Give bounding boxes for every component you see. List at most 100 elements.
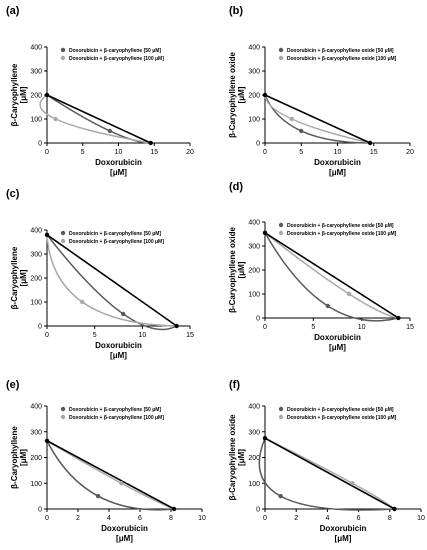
y-axis-title: β-Caryophyllene oxide bbox=[228, 52, 237, 138]
x-tick-label: 0 bbox=[263, 324, 267, 331]
additivity-line bbox=[264, 232, 399, 319]
legend-marker bbox=[60, 406, 66, 412]
y-tick-label: 100 bbox=[30, 300, 42, 307]
y-tick-label: 300 bbox=[248, 244, 260, 251]
additivity-line bbox=[46, 234, 178, 327]
legend-entry: Doxorubicin + β-caryophyllene oxide [50 … bbox=[287, 407, 394, 413]
legend-marker bbox=[278, 406, 284, 412]
panel-label: (d) bbox=[229, 181, 243, 193]
legend-entry: Doxorubicin + β-caryophyllene oxide [100… bbox=[287, 231, 397, 237]
legend-marker bbox=[278, 414, 284, 420]
data-point-50uM bbox=[278, 493, 283, 499]
axis-intercept-point bbox=[44, 438, 50, 443]
x-tick-label: 0 bbox=[45, 515, 49, 522]
y-tick-label: 0 bbox=[256, 316, 260, 323]
x-tick-label: 15 bbox=[406, 324, 414, 331]
x-axis-unit: [μM] bbox=[116, 534, 133, 543]
x-tick-label: 0 bbox=[263, 149, 267, 156]
y-tick-label: 200 bbox=[248, 93, 260, 100]
y-tick-label: 200 bbox=[30, 93, 42, 100]
y-tick-label: 400 bbox=[248, 404, 260, 411]
legend-entry: Doxorubicin + β-caryophyllene oxide [50 … bbox=[287, 48, 394, 54]
x-tick-label: 10 bbox=[334, 149, 342, 156]
data-point-100uM bbox=[53, 116, 58, 122]
x-tick-label: 5 bbox=[299, 149, 303, 156]
data-point-50uM bbox=[299, 128, 304, 134]
data-point-50uM bbox=[107, 128, 113, 134]
x-tick-label: 10 bbox=[417, 515, 425, 522]
y-tick-label: 300 bbox=[248, 69, 260, 76]
legend-marker bbox=[60, 414, 66, 420]
axis-intercept-point bbox=[396, 315, 401, 321]
y-axis-unit: [μM] bbox=[19, 86, 28, 103]
x-tick-label: 20 bbox=[186, 149, 194, 156]
legend-marker bbox=[60, 230, 66, 236]
legend-entry: Doxorubicin + β-caryophyllene [100 μM] bbox=[69, 239, 164, 245]
y-tick-label: 100 bbox=[248, 481, 260, 488]
y-tick-label: 300 bbox=[30, 69, 42, 76]
x-tick-label: 6 bbox=[138, 515, 142, 522]
legend-entry: Doxorubicin + β-caryophyllene [100 μM] bbox=[69, 56, 164, 62]
axis-intercept-point bbox=[262, 230, 268, 235]
axis-intercept-point bbox=[44, 92, 50, 98]
data-point-50uM bbox=[325, 303, 331, 309]
additivity-line bbox=[264, 94, 371, 144]
x-tick-label: 0 bbox=[45, 149, 49, 156]
y-axis-unit: [μM] bbox=[19, 269, 28, 286]
panel-label: (c) bbox=[6, 188, 20, 200]
legend-marker bbox=[60, 55, 66, 61]
legend-marker bbox=[278, 222, 284, 228]
y-tick-label: 300 bbox=[30, 252, 42, 259]
x-tick-label: 15 bbox=[150, 149, 158, 156]
y-axis-title: β-Caryophyllene oxide bbox=[228, 227, 237, 313]
x-axis-title: Doxorubicin bbox=[314, 333, 361, 342]
x-tick-label: 15 bbox=[370, 149, 378, 156]
y-tick-label: 300 bbox=[30, 429, 42, 436]
x-tick-label: 0 bbox=[263, 515, 267, 522]
y-tick-label: 100 bbox=[30, 117, 42, 124]
data-point-50uM bbox=[95, 493, 101, 499]
data-point-100uM bbox=[346, 291, 352, 297]
y-tick-label: 400 bbox=[30, 228, 42, 235]
x-tick-label: 2 bbox=[294, 515, 298, 522]
x-tick-label: 10 bbox=[358, 324, 366, 331]
legend-entry: Doxorubicin + β-caryophyllene [50 μM] bbox=[69, 407, 161, 413]
x-axis-title: Doxorubicin bbox=[314, 158, 361, 167]
y-axis-unit: [μM] bbox=[19, 449, 28, 466]
series-curve-50uM bbox=[258, 437, 395, 511]
legend-marker bbox=[278, 55, 284, 61]
legend-entry: Doxorubicin + β-caryophyllene oxide [100… bbox=[287, 415, 397, 421]
x-tick-label: 2 bbox=[76, 515, 80, 522]
y-axis-unit: [μM] bbox=[237, 86, 246, 103]
x-tick-label: 4 bbox=[107, 515, 111, 522]
axis-intercept-point bbox=[262, 435, 268, 441]
axis-intercept-point bbox=[392, 506, 397, 512]
x-tick-label: 10 bbox=[115, 149, 123, 156]
axis-intercept-point bbox=[171, 506, 177, 512]
x-tick-label: 10 bbox=[138, 332, 146, 339]
x-tick-label: 6 bbox=[357, 515, 361, 522]
x-axis-title: Doxorubicin bbox=[95, 341, 142, 350]
data-point-100uM bbox=[119, 481, 124, 486]
y-tick-label: 400 bbox=[30, 404, 42, 411]
y-tick-label: 400 bbox=[248, 45, 260, 52]
y-tick-label: 0 bbox=[256, 141, 260, 148]
y-tick-label: 200 bbox=[248, 455, 260, 462]
y-tick-label: 100 bbox=[30, 481, 42, 488]
y-tick-label: 0 bbox=[38, 141, 42, 148]
y-tick-label: 300 bbox=[248, 429, 260, 436]
panel-label: (f) bbox=[229, 379, 240, 391]
y-tick-label: 200 bbox=[248, 268, 260, 275]
legend-marker bbox=[60, 238, 66, 244]
additivity-line bbox=[46, 94, 152, 144]
additivity-line bbox=[46, 440, 175, 510]
y-tick-label: 100 bbox=[248, 292, 260, 299]
x-axis-unit: [μM] bbox=[335, 534, 352, 543]
panel-label: (a) bbox=[6, 5, 20, 17]
x-axis-title: Doxorubicin bbox=[320, 524, 367, 533]
legend-marker bbox=[278, 230, 284, 236]
